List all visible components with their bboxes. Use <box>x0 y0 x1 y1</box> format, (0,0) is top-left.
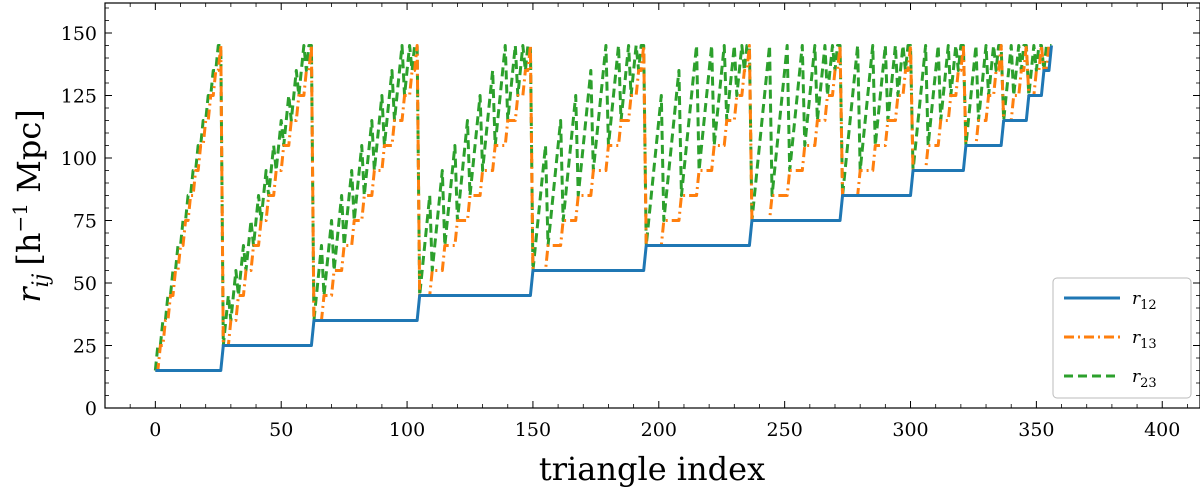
plot-frame <box>104 2 1200 409</box>
x-tick-label: 0 <box>149 419 161 441</box>
y-tick-label: 150 <box>61 23 97 45</box>
x-tick-label: 300 <box>892 419 928 441</box>
series-line-r13 <box>155 44 1052 372</box>
legend-label-symbol: r <box>1132 328 1141 348</box>
x-tick-label: 200 <box>641 419 677 441</box>
x-tick-label: 400 <box>1144 419 1180 441</box>
series-line-r12 <box>155 45 1053 372</box>
legend-box <box>1052 277 1192 399</box>
y-label-subscript: ij <box>29 273 54 287</box>
x-tick-label: 100 <box>389 419 425 441</box>
legend-label-symbol: r <box>1132 367 1141 387</box>
y-label-exponent: −1 <box>8 203 32 232</box>
y-tick-label: 25 <box>73 336 97 358</box>
legend-label-subscript: 13 <box>1140 337 1157 352</box>
y-axis-label: rij [h−1 Mpc] <box>8 109 54 303</box>
legend-label-symbol: r <box>1132 289 1141 309</box>
series-line-r23 <box>153 44 1052 371</box>
legend-label-r12: r12 <box>1132 289 1157 313</box>
x-tick-label: 150 <box>515 419 551 441</box>
legend-label-r23: r23 <box>1132 367 1157 391</box>
y-label-unit-prefix: [h <box>10 233 48 266</box>
y-tick-label: 0 <box>85 398 97 420</box>
y-tick-label: 125 <box>61 86 97 108</box>
y-tick-label: 50 <box>73 273 97 295</box>
legend-label-r13: r13 <box>1132 328 1157 352</box>
y-label-unit-suffix: Mpc] <box>10 109 48 203</box>
y-tick-label: 100 <box>61 148 97 170</box>
x-tick-label: 250 <box>767 419 803 441</box>
tick-layer: 0 50 100 150 200 250 300 350 400 0 25 50 75 100 125 150 <box>61 3 1200 441</box>
x-axis-label: triangle index <box>539 450 765 488</box>
series-layer <box>153 44 1053 372</box>
legend-label-subscript: 12 <box>1140 298 1157 313</box>
y-label-symbol: r <box>10 286 48 303</box>
x-tick-label: 50 <box>269 419 293 441</box>
x-tick-label: 350 <box>1018 419 1054 441</box>
legend-label-subscript: 23 <box>1140 376 1157 391</box>
y-tick-label: 75 <box>73 211 97 233</box>
